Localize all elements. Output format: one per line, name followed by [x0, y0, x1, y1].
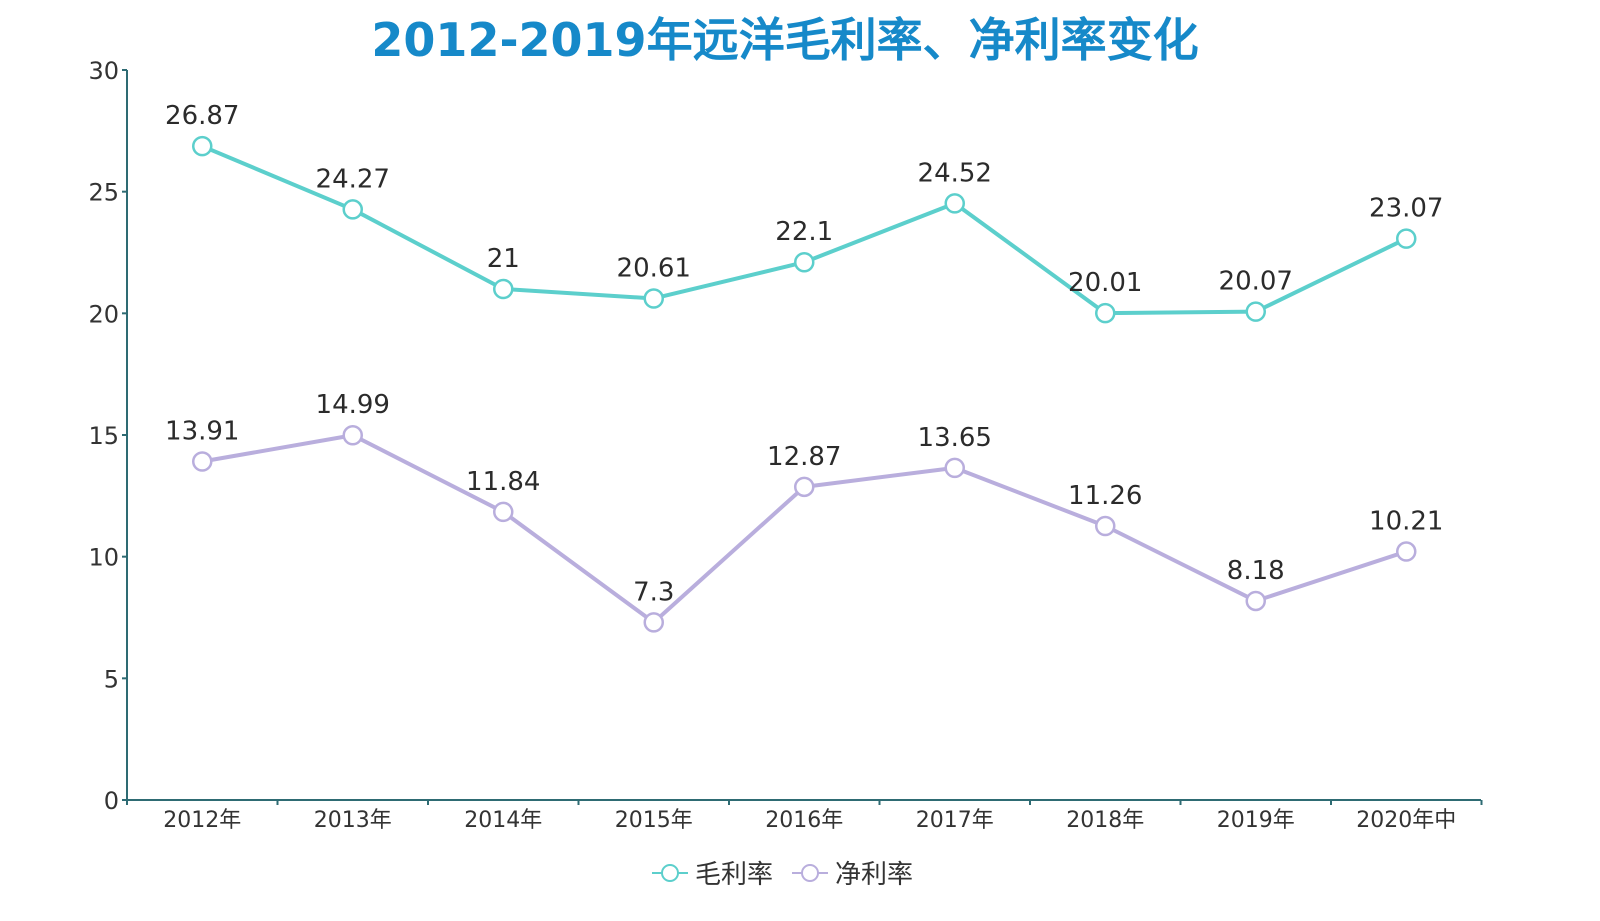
series-gross-margin: 26.87 24.27 21 20.61 22.1 24.52 20.01 20.07 23.0…	[165, 101, 1443, 324]
data-label: 26.87	[165, 101, 239, 131]
y-tick-label: 5	[104, 665, 119, 693]
legend-item-gross-margin: 毛利率	[652, 860, 773, 890]
y-tick-label: 25	[88, 179, 119, 207]
data-point	[1396, 228, 1417, 249]
data-label: 23.07	[1369, 194, 1443, 224]
chart-title: 2012-2019年远洋毛利率、净利率变化	[371, 13, 1199, 67]
data-point	[794, 251, 815, 273]
data-point	[192, 135, 213, 157]
y-tick-label: 15	[88, 422, 119, 450]
series-layer: 26.87 24.27 21 20.61 22.1 24.52 20.01 20.07 23.0…	[165, 101, 1443, 633]
x-tick-label: 2016年	[765, 808, 843, 833]
data-label: 20.61	[617, 253, 691, 283]
legend-marker-icon	[661, 864, 679, 882]
series-net-margin: 13.91 14.99 11.84 7.3 12.87 13.65 11.26 8.18 10.…	[165, 390, 1443, 633]
data-point	[342, 199, 363, 220]
y-tick-label: 0	[104, 787, 119, 815]
data-label: 11.84	[466, 467, 540, 497]
data-label: 7.3	[633, 577, 674, 607]
data-point	[794, 476, 815, 498]
data-point	[1095, 515, 1116, 537]
axes: 0 5 10 15 20 25 30 2012年 2013年 2014年 2015年 2016年 201…	[88, 57, 1483, 833]
data-label: 24.27	[316, 164, 390, 194]
x-tick-label: 2012年	[163, 808, 241, 833]
data-point	[643, 612, 664, 633]
data-point	[1245, 301, 1266, 322]
data-point	[493, 501, 514, 523]
data-label: 12.87	[767, 442, 841, 472]
data-label: 20.01	[1068, 268, 1142, 298]
data-point	[192, 451, 213, 472]
data-label: 14.99	[316, 390, 390, 420]
x-tick-label: 2019年	[1217, 808, 1295, 833]
x-tick-label: 2018年	[1066, 808, 1144, 833]
data-point	[643, 288, 664, 309]
data-point	[944, 193, 965, 214]
data-point	[1396, 541, 1417, 562]
data-label: 22.1	[775, 217, 833, 247]
legend: 毛利率 净利率	[652, 860, 913, 890]
y-tick-label: 30	[88, 57, 119, 85]
data-label: 21	[487, 244, 520, 274]
data-label: 13.91	[165, 417, 239, 447]
x-tick-label: 2020年中	[1356, 808, 1456, 833]
legend-label: 毛利率	[695, 860, 773, 890]
data-label: 20.07	[1219, 267, 1293, 297]
legend-label: 净利率	[835, 860, 913, 890]
data-label: 13.65	[918, 423, 992, 453]
y-tick-label: 20	[88, 300, 119, 328]
legend-item-net-margin: 净利率	[792, 860, 913, 890]
data-point	[342, 424, 363, 446]
x-tick-label: 2015年	[615, 808, 693, 833]
data-point	[493, 278, 514, 300]
legend-marker-icon	[801, 864, 819, 882]
x-tick-label: 2013年	[314, 808, 392, 833]
x-tick-label: 2017年	[916, 808, 994, 833]
y-tick-label: 10	[88, 544, 119, 572]
data-label: 24.52	[918, 158, 992, 188]
data-point	[944, 457, 965, 479]
data-label: 10.21	[1369, 507, 1443, 537]
data-label: 8.18	[1227, 556, 1285, 586]
data-label: 11.26	[1068, 481, 1142, 511]
data-point	[1245, 590, 1266, 612]
data-point	[1095, 302, 1116, 324]
x-tick-label: 2014年	[464, 808, 542, 833]
